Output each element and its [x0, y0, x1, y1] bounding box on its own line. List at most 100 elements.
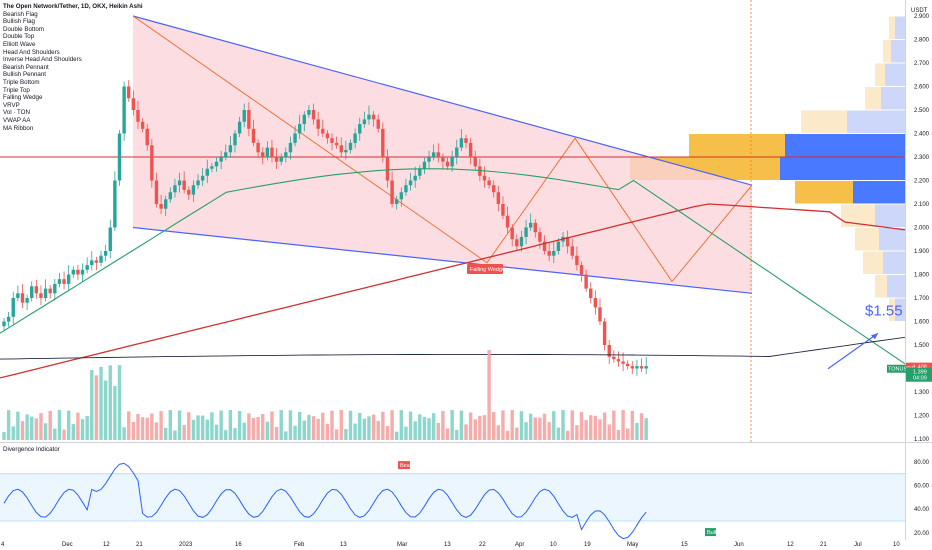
candle-body — [565, 236, 570, 247]
volume-bar — [321, 412, 325, 440]
volume-bar — [131, 421, 136, 440]
moving-average-green — [0, 168, 906, 365]
vrvp-down-bar — [863, 251, 883, 274]
volume-bar — [478, 415, 482, 440]
price-axis-tick: 2.600 — [914, 85, 930, 91]
volume-bar — [85, 415, 89, 440]
time-axis-tick: 21 — [820, 542, 827, 548]
candle-body — [487, 180, 491, 186]
price-axis-tick: 2.800 — [914, 38, 930, 44]
candle-body — [644, 366, 648, 369]
falling-wedge-tag-label: Falling Wedge — [470, 267, 505, 273]
volume-bar — [639, 413, 644, 440]
volume-bar — [542, 413, 547, 440]
candle-body — [53, 283, 57, 294]
volume-bar — [579, 412, 584, 440]
volume-bar — [228, 410, 233, 440]
candle-body — [626, 363, 630, 367]
volume-bar — [325, 423, 330, 440]
volume-bar — [626, 428, 630, 440]
candle-body — [408, 180, 413, 186]
candle-body — [94, 260, 99, 263]
volume-bar — [404, 426, 408, 440]
volume-bar — [205, 419, 209, 440]
time-axis-tick: 10 — [893, 542, 900, 548]
volume-bar — [528, 413, 533, 440]
time-axis-tick: 16 — [235, 542, 242, 548]
time-axis-tick: 12 — [103, 542, 110, 548]
volume-bar — [492, 412, 496, 440]
oscillator-line — [3, 462, 647, 540]
volume-bar — [11, 426, 15, 440]
price-axis-tick: 1.200 — [914, 414, 930, 420]
time-axis-tick: 4 — [1, 542, 5, 548]
candle-body — [367, 114, 371, 120]
volume-bar — [330, 410, 334, 440]
candle-body — [288, 142, 293, 153]
volume-bar — [395, 431, 399, 440]
volume-bar — [187, 412, 191, 440]
time-axis-tick: 2023 — [179, 542, 193, 548]
candle-body — [85, 265, 89, 270]
vrvp-up-bar — [881, 87, 905, 110]
volume-bar — [117, 365, 122, 440]
volume-bar — [348, 410, 353, 440]
vrvp-up-bar — [780, 157, 905, 180]
candle-body — [589, 288, 593, 298]
vrvp-down-bar — [855, 228, 879, 251]
volume-bar — [547, 422, 551, 440]
volume-bar — [66, 410, 71, 440]
volume-bar — [288, 410, 293, 440]
target-arrow-head — [871, 333, 878, 340]
volume-bar — [431, 413, 436, 440]
price-axis-tick: 2.200 — [914, 179, 930, 185]
candle-body — [224, 152, 228, 157]
volume-bar — [422, 416, 427, 440]
candle-body — [136, 110, 140, 122]
volume-bar — [16, 411, 20, 440]
candle-body — [39, 293, 43, 298]
candle-body — [473, 157, 477, 167]
time-axis-tick: Apr — [515, 542, 524, 548]
moving-average-dark — [0, 336, 906, 360]
candle-body — [385, 157, 390, 181]
volume-bar — [339, 410, 343, 440]
candle-body — [191, 185, 196, 195]
candle-body — [164, 199, 168, 209]
candle-body — [20, 293, 25, 303]
candle-body — [25, 298, 29, 303]
volume-bar — [371, 414, 376, 440]
candle-body — [293, 133, 297, 143]
volume-bar — [455, 429, 459, 440]
volume-bar — [261, 414, 265, 440]
candle-body — [436, 152, 440, 157]
price-axis-tick: 1.600 — [914, 320, 930, 326]
candle-body — [598, 307, 602, 322]
volume-bar — [487, 350, 491, 440]
volume-bar — [399, 410, 404, 440]
time-axis-tick: Jun — [734, 542, 744, 548]
price-axis-tick: 2.100 — [914, 202, 930, 208]
volume-bar — [427, 418, 431, 440]
volume-bar — [316, 418, 320, 440]
volume-bar — [482, 415, 487, 440]
indicator-title: Divergence Indicator — [3, 446, 60, 453]
price-axis-tick: 2.400 — [914, 132, 930, 138]
price-axis-tick: 1.800 — [914, 273, 930, 279]
volume-bar — [565, 430, 570, 440]
volume-bar — [519, 411, 524, 440]
volume-bar — [302, 420, 306, 440]
price-tag-box — [906, 362, 932, 371]
candle-body — [80, 269, 85, 275]
volume-bar — [34, 418, 39, 440]
price-axis-tick: 1.700 — [914, 296, 930, 302]
volume-bar — [159, 411, 163, 440]
candle-body — [455, 147, 459, 157]
candle-body — [140, 121, 145, 129]
candle-body — [43, 288, 48, 298]
candle-body — [261, 152, 265, 157]
volume-bar — [408, 411, 413, 440]
volume-bar — [39, 413, 43, 440]
volume-bar — [247, 413, 251, 440]
candle-body — [274, 157, 279, 162]
